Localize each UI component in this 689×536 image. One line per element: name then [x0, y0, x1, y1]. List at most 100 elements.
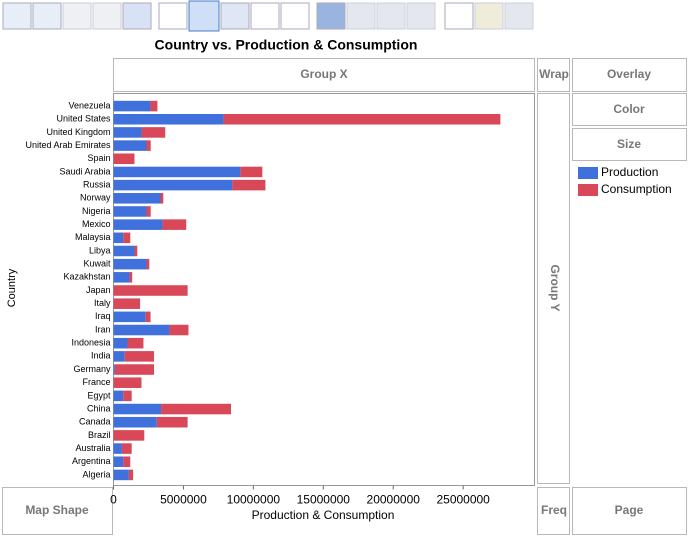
color-zone[interactable] — [572, 93, 687, 126]
x-tick-label: 20000000 — [367, 493, 421, 507]
y-tick-label: India — [91, 351, 111, 361]
bar-segment — [113, 443, 122, 454]
bar-segment — [113, 127, 142, 138]
map-shape-label: Map Shape — [25, 503, 89, 517]
size-label: Size — [617, 137, 641, 151]
y-tick-label: Germany — [73, 364, 111, 374]
bar-segment — [150, 100, 158, 112]
group-y-label: Group Y — [548, 264, 562, 311]
legend-label: Consumption — [601, 182, 672, 196]
y-tick-label: Norway — [80, 193, 111, 203]
bar-segment — [240, 166, 263, 178]
chart-title: Country vs. Production & Consumption — [155, 37, 418, 53]
bar-segment — [121, 443, 132, 454]
bar-segment — [113, 113, 224, 125]
bar-segment — [162, 219, 187, 230]
bar-segment — [113, 219, 163, 230]
toolbar — [2, 0, 534, 32]
y-tick-label: France — [82, 377, 110, 387]
overlay-label: Overlay — [607, 67, 651, 81]
y-tick-label: Spain — [87, 153, 110, 163]
page-zone[interactable] — [572, 487, 687, 535]
bar-segment — [113, 140, 147, 151]
bar-segment — [113, 100, 151, 112]
bar-segment — [232, 179, 266, 191]
group-x-zone[interactable] — [113, 58, 535, 92]
bar-segment — [113, 298, 141, 309]
bar-segment — [113, 272, 130, 283]
y-tick-label: Russia — [83, 179, 111, 189]
bar-segment — [113, 377, 142, 388]
bar-segment — [113, 403, 162, 415]
bar-segment — [113, 193, 161, 204]
bar-segment — [145, 311, 151, 323]
x-axis-label: Production & Consumption — [252, 508, 395, 522]
y-tick-label: Algeria — [82, 469, 110, 479]
group-y-zone[interactable] — [537, 93, 570, 484]
y-tick-label: Malaysia — [75, 232, 111, 242]
bar-segment — [156, 416, 188, 428]
y-tick-label: China — [87, 403, 111, 413]
bar-segment — [113, 311, 146, 323]
bar-segment — [113, 166, 241, 178]
bar-segment — [114, 364, 155, 375]
bar-segment — [160, 193, 164, 204]
bar-segment — [113, 245, 135, 257]
x-tick-label: 15000000 — [297, 493, 351, 507]
bar-segment — [141, 127, 166, 138]
wrap-zone[interactable] — [537, 58, 570, 92]
y-tick-label: Iran — [95, 324, 111, 334]
bar-segment — [161, 403, 231, 415]
bar-segment — [146, 206, 151, 217]
legend-swatch — [578, 167, 598, 179]
bar-segment — [127, 337, 144, 349]
y-tick-label: United Kingdom — [46, 127, 110, 137]
page-label: Page — [615, 503, 644, 517]
x-tick-label: 0 — [110, 493, 117, 507]
y-axis-label: Country — [6, 268, 18, 307]
bar-segment — [113, 206, 147, 217]
group-x-label: Group X — [300, 67, 347, 81]
bar-segment — [169, 324, 189, 336]
map-shape-zone[interactable] — [2, 487, 113, 535]
bar-segment — [113, 179, 233, 191]
y-tick-label: Kazakhstan — [63, 272, 110, 282]
y-tick-label: Libya — [89, 245, 111, 255]
x-tick-label: 5000000 — [160, 493, 207, 507]
bar-segment — [113, 232, 124, 244]
y-tick-label: Nigeria — [82, 206, 111, 216]
size-zone[interactable] — [572, 128, 687, 161]
bar-segment — [129, 272, 133, 283]
y-tick-label: Saudi Arabia — [59, 166, 110, 176]
y-tick-label: Japan — [86, 285, 111, 295]
bar-segment — [123, 390, 132, 402]
bar-segment — [223, 113, 501, 125]
bar-segment — [113, 416, 157, 428]
bar-segment — [123, 456, 131, 468]
y-tick-label: Italy — [94, 298, 111, 308]
bar-segment — [113, 324, 170, 336]
y-tick-label: United States — [56, 114, 111, 124]
y-tick-label: Iraq — [95, 311, 111, 321]
y-tick-label: Venezuela — [68, 100, 110, 110]
bar-segment — [113, 390, 124, 402]
freq-zone[interactable] — [537, 487, 570, 535]
bar-segment — [113, 364, 115, 375]
bar-segment — [123, 232, 131, 244]
color-label: Color — [613, 102, 645, 116]
bar-segment — [113, 430, 145, 441]
y-tick-label: Egypt — [87, 390, 111, 400]
bar-segment — [113, 153, 135, 165]
y-tick-label: United Arab Emirates — [25, 140, 111, 150]
y-tick-label: Mexico — [82, 219, 111, 229]
y-tick-label: Indonesia — [71, 338, 110, 348]
bar-segment — [113, 258, 147, 270]
bar-segment — [113, 337, 128, 349]
bar-segment — [124, 351, 155, 362]
y-tick-label: Kuwait — [83, 259, 111, 269]
overlay-zone[interactable] — [572, 58, 687, 92]
bar-segment — [113, 351, 125, 362]
y-tick-label: Brazil — [88, 430, 111, 440]
bar-segment — [128, 469, 134, 481]
